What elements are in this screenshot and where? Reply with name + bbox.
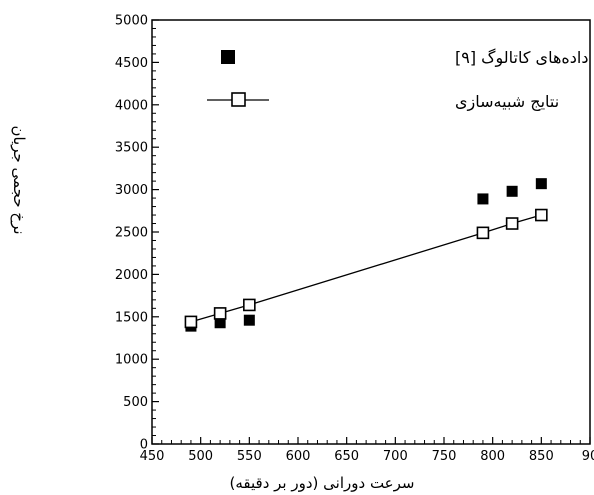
legend-label-simulation: نتایج شبیه‌سازی bbox=[455, 92, 559, 112]
x-tick-label: 600 bbox=[286, 449, 311, 464]
y-tick-label: 3500 bbox=[115, 141, 148, 156]
x-axis-title: سرعت دورانی (دور بر دقیقه) bbox=[230, 474, 415, 492]
data-point-simulation bbox=[215, 308, 226, 319]
data-point-simulation bbox=[244, 299, 255, 310]
data-point-simulation bbox=[477, 227, 488, 238]
axis-tick-labels: 4505005506006507007508008509005001000150… bbox=[115, 14, 594, 465]
series-0 bbox=[185, 178, 546, 331]
legend: داده‌های کاتالوگ [۹] نتایج شبیه‌سازی bbox=[207, 48, 588, 112]
y-tick-label: 0 bbox=[140, 438, 148, 453]
axis-ticks bbox=[152, 20, 590, 444]
legend-label-catalog: داده‌های کاتالوگ [۹] bbox=[455, 48, 588, 68]
data-point-simulation bbox=[507, 218, 518, 229]
x-tick-label: 800 bbox=[480, 449, 505, 464]
y-tick-label: 4500 bbox=[115, 56, 148, 71]
data-point-catalog bbox=[244, 315, 255, 326]
y-tick-label: 2500 bbox=[115, 226, 148, 241]
legend-marker-simulation bbox=[232, 93, 245, 106]
x-tick-label: 850 bbox=[529, 449, 554, 464]
y-tick-label: 4000 bbox=[115, 98, 148, 113]
y-tick-label: 5000 bbox=[115, 14, 148, 29]
y-tick-label: 1500 bbox=[115, 310, 148, 325]
data-point-catalog bbox=[536, 178, 547, 189]
data-point-simulation bbox=[536, 210, 547, 221]
y-tick-label: 500 bbox=[123, 395, 148, 410]
data-point-catalog bbox=[477, 193, 488, 204]
y-tick-label: 1000 bbox=[115, 353, 148, 368]
series-1 bbox=[185, 210, 546, 328]
x-tick-label: 550 bbox=[237, 449, 262, 464]
x-tick-label: 700 bbox=[383, 449, 408, 464]
x-tick-label: 90 bbox=[582, 449, 594, 464]
data-point-catalog bbox=[507, 186, 518, 197]
series-layer bbox=[185, 178, 546, 331]
x-tick-label: 500 bbox=[188, 449, 213, 464]
y-tick-label: 3000 bbox=[115, 183, 148, 198]
x-tick-label: 750 bbox=[432, 449, 457, 464]
y-tick-label: 2000 bbox=[115, 268, 148, 283]
plot-frame bbox=[152, 20, 590, 444]
x-tick-label: 650 bbox=[334, 449, 359, 464]
data-point-simulation bbox=[185, 316, 196, 327]
y-axis-title: نرخ حجمی جریان bbox=[10, 125, 28, 234]
legend-marker-catalog bbox=[221, 50, 235, 64]
